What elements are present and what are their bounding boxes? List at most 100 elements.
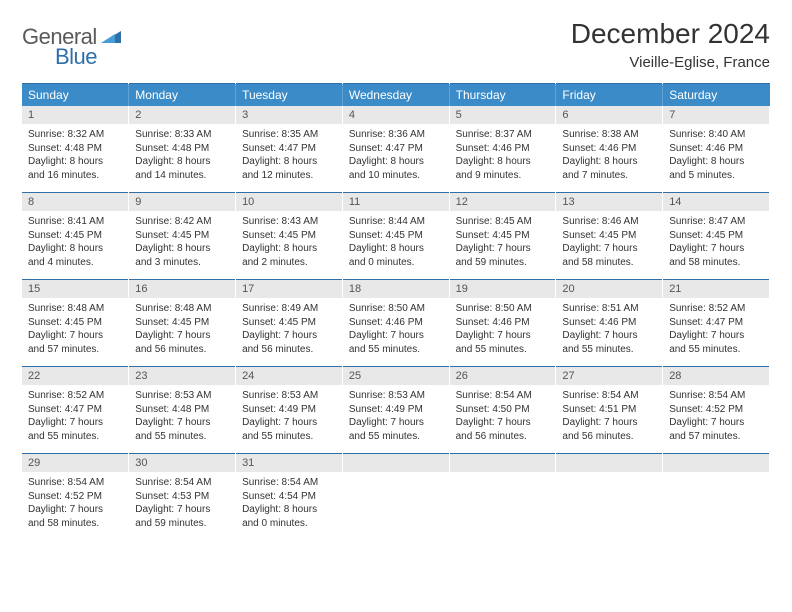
sunset-text: Sunset: 4:45 PM xyxy=(349,229,443,243)
sunset-text: Sunset: 4:45 PM xyxy=(135,316,229,330)
daylight-text: Daylight: 7 hours and 56 minutes. xyxy=(242,329,336,356)
sunrise-text: Sunrise: 8:40 AM xyxy=(669,128,763,142)
month-title: December 2024 xyxy=(571,18,770,50)
day-body: Sunrise: 8:43 AMSunset: 4:45 PMDaylight:… xyxy=(236,211,342,279)
date-number: 5 xyxy=(450,106,556,124)
day-body xyxy=(450,472,556,534)
day-cell: 16Sunrise: 8:48 AMSunset: 4:45 PMDayligh… xyxy=(129,279,236,366)
daylight-text: Daylight: 7 hours and 55 minutes. xyxy=(28,416,122,443)
date-number: 1 xyxy=(22,106,128,124)
daylight-text: Daylight: 8 hours and 0 minutes. xyxy=(242,503,336,530)
daylight-text: Daylight: 7 hours and 56 minutes. xyxy=(135,329,229,356)
sunset-text: Sunset: 4:47 PM xyxy=(349,142,443,156)
week-row: 22Sunrise: 8:52 AMSunset: 4:47 PMDayligh… xyxy=(22,366,770,453)
date-number: 24 xyxy=(236,366,342,385)
sunrise-text: Sunrise: 8:51 AM xyxy=(562,302,656,316)
daylight-text: Daylight: 8 hours and 14 minutes. xyxy=(135,155,229,182)
day-header-row: Sunday Monday Tuesday Wednesday Thursday… xyxy=(22,84,770,107)
date-number: 15 xyxy=(22,279,128,298)
day-cell: 14Sunrise: 8:47 AMSunset: 4:45 PMDayligh… xyxy=(663,192,770,279)
sunset-text: Sunset: 4:46 PM xyxy=(456,316,550,330)
sunset-text: Sunset: 4:47 PM xyxy=(28,403,122,417)
day-body: Sunrise: 8:44 AMSunset: 4:45 PMDaylight:… xyxy=(343,211,449,279)
sunrise-text: Sunrise: 8:48 AM xyxy=(28,302,122,316)
date-number: 22 xyxy=(22,366,128,385)
date-number xyxy=(663,453,769,472)
day-cell: 9Sunrise: 8:42 AMSunset: 4:45 PMDaylight… xyxy=(129,192,236,279)
daylight-text: Daylight: 7 hours and 55 minutes. xyxy=(349,329,443,356)
sunrise-text: Sunrise: 8:44 AM xyxy=(349,215,443,229)
day-body: Sunrise: 8:49 AMSunset: 4:45 PMDaylight:… xyxy=(236,298,342,366)
day-cell: 3Sunrise: 8:35 AMSunset: 4:47 PMDaylight… xyxy=(236,106,343,192)
day-body: Sunrise: 8:54 AMSunset: 4:53 PMDaylight:… xyxy=(129,472,235,540)
daylight-text: Daylight: 7 hours and 58 minutes. xyxy=(28,503,122,530)
date-number: 30 xyxy=(129,453,235,472)
sunset-text: Sunset: 4:50 PM xyxy=(456,403,550,417)
sunrise-text: Sunrise: 8:46 AM xyxy=(562,215,656,229)
date-number: 21 xyxy=(663,279,769,298)
dayhdr-tue: Tuesday xyxy=(236,84,343,107)
date-number: 2 xyxy=(129,106,235,124)
date-number: 18 xyxy=(343,279,449,298)
sunrise-text: Sunrise: 8:50 AM xyxy=(349,302,443,316)
day-cell: 11Sunrise: 8:44 AMSunset: 4:45 PMDayligh… xyxy=(342,192,449,279)
sunset-text: Sunset: 4:45 PM xyxy=(28,229,122,243)
sunrise-text: Sunrise: 8:47 AM xyxy=(669,215,763,229)
day-body: Sunrise: 8:48 AMSunset: 4:45 PMDaylight:… xyxy=(22,298,128,366)
daylight-text: Daylight: 7 hours and 57 minutes. xyxy=(669,416,763,443)
day-body: Sunrise: 8:45 AMSunset: 4:45 PMDaylight:… xyxy=(450,211,556,279)
sunset-text: Sunset: 4:47 PM xyxy=(669,316,763,330)
day-body: Sunrise: 8:47 AMSunset: 4:45 PMDaylight:… xyxy=(663,211,769,279)
day-body: Sunrise: 8:41 AMSunset: 4:45 PMDaylight:… xyxy=(22,211,128,279)
sunrise-text: Sunrise: 8:52 AM xyxy=(669,302,763,316)
sunset-text: Sunset: 4:45 PM xyxy=(242,316,336,330)
day-body: Sunrise: 8:53 AMSunset: 4:49 PMDaylight:… xyxy=(236,385,342,453)
header: General December 2024 Vieille-Eglise, Fr… xyxy=(22,18,770,71)
date-number: 28 xyxy=(663,366,769,385)
date-number: 20 xyxy=(556,279,662,298)
daylight-text: Daylight: 8 hours and 16 minutes. xyxy=(28,155,122,182)
date-number: 13 xyxy=(556,192,662,211)
sunrise-text: Sunrise: 8:52 AM xyxy=(28,389,122,403)
sunset-text: Sunset: 4:45 PM xyxy=(242,229,336,243)
sunset-text: Sunset: 4:52 PM xyxy=(669,403,763,417)
day-cell xyxy=(556,453,663,540)
date-number: 8 xyxy=(22,192,128,211)
sunset-text: Sunset: 4:51 PM xyxy=(562,403,656,417)
week-row: 1Sunrise: 8:32 AMSunset: 4:48 PMDaylight… xyxy=(22,106,770,192)
sunrise-text: Sunrise: 8:37 AM xyxy=(456,128,550,142)
day-body: Sunrise: 8:52 AMSunset: 4:47 PMDaylight:… xyxy=(22,385,128,453)
day-cell: 24Sunrise: 8:53 AMSunset: 4:49 PMDayligh… xyxy=(236,366,343,453)
date-number xyxy=(450,453,556,472)
sunset-text: Sunset: 4:52 PM xyxy=(28,490,122,504)
day-cell: 2Sunrise: 8:33 AMSunset: 4:48 PMDaylight… xyxy=(129,106,236,192)
day-body xyxy=(343,472,449,534)
sunrise-text: Sunrise: 8:53 AM xyxy=(135,389,229,403)
daylight-text: Daylight: 8 hours and 9 minutes. xyxy=(456,155,550,182)
daylight-text: Daylight: 8 hours and 2 minutes. xyxy=(242,242,336,269)
daylight-text: Daylight: 8 hours and 3 minutes. xyxy=(135,242,229,269)
day-cell: 22Sunrise: 8:52 AMSunset: 4:47 PMDayligh… xyxy=(22,366,129,453)
sunset-text: Sunset: 4:53 PM xyxy=(135,490,229,504)
date-number: 17 xyxy=(236,279,342,298)
date-number: 9 xyxy=(129,192,235,211)
sunrise-text: Sunrise: 8:35 AM xyxy=(242,128,336,142)
day-cell: 5Sunrise: 8:37 AMSunset: 4:46 PMDaylight… xyxy=(449,106,556,192)
date-number: 27 xyxy=(556,366,662,385)
day-body: Sunrise: 8:35 AMSunset: 4:47 PMDaylight:… xyxy=(236,124,342,192)
sunrise-text: Sunrise: 8:54 AM xyxy=(669,389,763,403)
sunset-text: Sunset: 4:46 PM xyxy=(349,316,443,330)
sunrise-text: Sunrise: 8:48 AM xyxy=(135,302,229,316)
sunrise-text: Sunrise: 8:54 AM xyxy=(562,389,656,403)
day-cell: 13Sunrise: 8:46 AMSunset: 4:45 PMDayligh… xyxy=(556,192,663,279)
sunset-text: Sunset: 4:45 PM xyxy=(562,229,656,243)
dayhdr-fri: Friday xyxy=(556,84,663,107)
dayhdr-sat: Saturday xyxy=(663,84,770,107)
sunrise-text: Sunrise: 8:50 AM xyxy=(456,302,550,316)
sunrise-text: Sunrise: 8:54 AM xyxy=(456,389,550,403)
day-cell: 4Sunrise: 8:36 AMSunset: 4:47 PMDaylight… xyxy=(342,106,449,192)
day-cell: 19Sunrise: 8:50 AMSunset: 4:46 PMDayligh… xyxy=(449,279,556,366)
date-number: 14 xyxy=(663,192,769,211)
daylight-text: Daylight: 7 hours and 55 minutes. xyxy=(562,329,656,356)
day-cell: 23Sunrise: 8:53 AMSunset: 4:48 PMDayligh… xyxy=(129,366,236,453)
